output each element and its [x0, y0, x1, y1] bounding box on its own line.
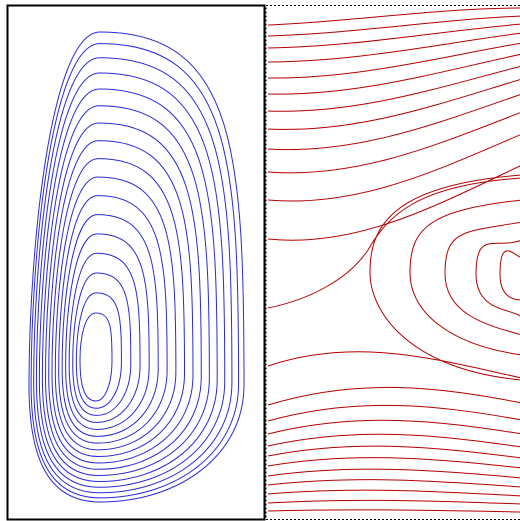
- contour-figure: [0, 0, 520, 521]
- contour-figure-svg: [0, 0, 520, 521]
